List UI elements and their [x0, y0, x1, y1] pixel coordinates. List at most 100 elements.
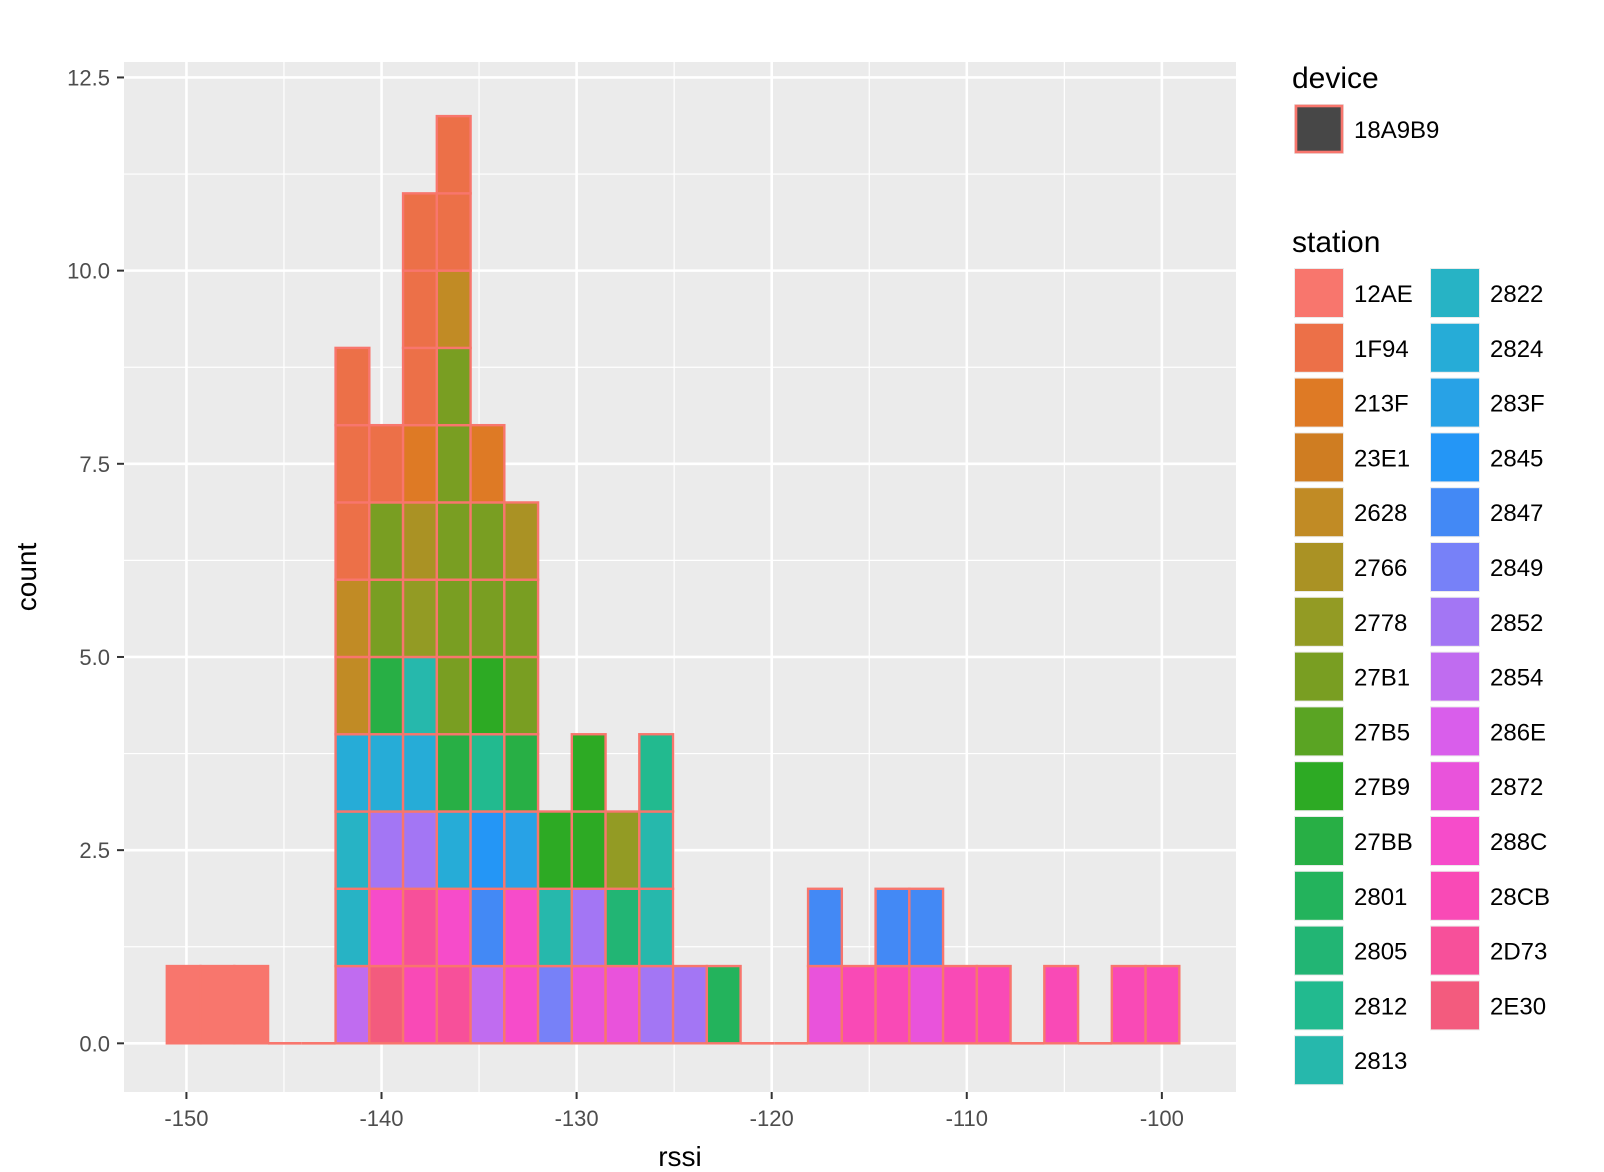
bar-segment	[401, 810, 439, 890]
bar-segment	[503, 578, 540, 659]
bar-segment	[503, 964, 540, 1045]
bar-segment	[334, 887, 371, 968]
y-tick-label: 0.0	[79, 1031, 110, 1056]
station-legend-swatch	[1295, 762, 1343, 811]
bar-segment	[638, 887, 675, 968]
station-legend-swatch	[1295, 323, 1343, 372]
station-legend-label: 2872	[1490, 774, 1543, 801]
station-legend-swatch	[1295, 652, 1343, 701]
station-legend-label: 2852	[1490, 610, 1543, 637]
station-legend-label: 2847	[1490, 500, 1543, 527]
station-legend-label: 2766	[1354, 555, 1407, 582]
bar-segment	[435, 887, 472, 968]
bar-segment	[874, 964, 911, 1045]
station-legend-swatch	[1431, 323, 1479, 372]
station-legend-swatch	[1431, 652, 1479, 701]
bar-segment	[638, 810, 675, 890]
bar-segment	[368, 501, 405, 581]
bar-segment	[435, 501, 472, 581]
station-legend-label: 27BB	[1354, 829, 1413, 856]
bar-segment	[368, 733, 405, 813]
station-legend-swatch	[1431, 817, 1479, 865]
bar-segment	[435, 655, 472, 736]
station-legend-label: 2849	[1490, 555, 1543, 582]
bar-segment	[874, 887, 911, 968]
bar-segment	[401, 887, 439, 968]
bar-segment	[435, 269, 472, 350]
bar-segment	[435, 346, 472, 427]
y-tick-label: 12.5	[67, 65, 110, 90]
station-legend-swatch	[1295, 707, 1343, 756]
bar-segment	[604, 887, 641, 968]
bar-segment	[503, 733, 540, 813]
bar-segment	[435, 733, 472, 813]
y-tick-label: 10.0	[67, 259, 110, 284]
bar-segment	[368, 810, 405, 890]
bar-segment	[806, 964, 844, 1045]
station-legend-label: 2E30	[1490, 993, 1546, 1020]
bar-segment	[503, 655, 540, 736]
bar-segment	[435, 423, 472, 504]
station-legend-swatch	[1295, 1036, 1343, 1085]
bar-segment	[334, 346, 371, 427]
station-legend-swatch	[1431, 488, 1479, 537]
bar-segment	[401, 964, 439, 1045]
bar-segment	[604, 964, 641, 1045]
station-legend-swatch	[1295, 871, 1343, 920]
bar-segment	[671, 964, 709, 1045]
station-legend-label: 213F	[1354, 391, 1409, 418]
station-legend-swatch	[1431, 762, 1479, 811]
bar-segment	[536, 887, 574, 968]
bar-segment	[570, 810, 607, 890]
bar-segment	[975, 964, 1012, 1045]
station-legend-swatch	[1431, 597, 1479, 646]
bar-segment	[638, 733, 675, 813]
station-legend-swatch	[1295, 433, 1343, 482]
bar-segment	[368, 655, 405, 736]
station-legend-swatch	[1295, 543, 1343, 591]
station-legend-swatch	[1295, 269, 1343, 317]
bar-segment	[1043, 964, 1080, 1045]
station-legend-label: 2822	[1490, 281, 1543, 308]
bar-segment	[435, 964, 472, 1045]
station-legend-swatch	[1295, 597, 1343, 646]
bar-segment	[368, 887, 405, 968]
bar-segment	[469, 423, 506, 504]
station-legend-swatch	[1431, 926, 1479, 975]
bar-segment	[503, 810, 540, 890]
bar-segment	[233, 964, 270, 1045]
bar-segment	[1110, 964, 1147, 1045]
bar-segment	[503, 887, 540, 968]
station-legend-swatch	[1431, 981, 1479, 1030]
bar-segment	[334, 501, 371, 581]
bar-segment	[368, 578, 405, 659]
x-tick-label: -100	[1140, 1106, 1184, 1131]
station-legend-label: 2628	[1354, 500, 1407, 527]
station-legend-swatch	[1431, 433, 1479, 482]
bar-segment	[334, 810, 371, 890]
station-legend-swatch	[1431, 269, 1479, 317]
station-legend-label: 27B5	[1354, 719, 1410, 746]
bar-segment	[401, 423, 439, 504]
bar-segment	[334, 655, 371, 736]
station-legend-swatch	[1431, 871, 1479, 920]
station-legend-label: 286E	[1490, 719, 1546, 746]
station-legend-label: 2854	[1490, 665, 1543, 692]
bar-segment	[165, 964, 202, 1045]
bar-segment	[941, 964, 979, 1045]
bar-segment	[469, 810, 506, 890]
station-legend-label: 27B9	[1354, 774, 1410, 801]
bar-segment	[401, 269, 439, 350]
bar-segment	[570, 887, 607, 968]
station-legend-label: 283F	[1490, 391, 1545, 418]
bar-segment	[536, 964, 574, 1045]
station-legend-label: 2812	[1354, 993, 1407, 1020]
x-tick-label: -150	[164, 1106, 208, 1131]
station-legend-label: 2824	[1490, 336, 1543, 363]
bar-segment	[638, 964, 675, 1045]
bar-segment	[469, 887, 506, 968]
station-legend-swatch	[1295, 981, 1343, 1030]
bar-segment	[435, 578, 472, 659]
histogram-bars	[165, 114, 1181, 1045]
bar-segment	[401, 655, 439, 736]
